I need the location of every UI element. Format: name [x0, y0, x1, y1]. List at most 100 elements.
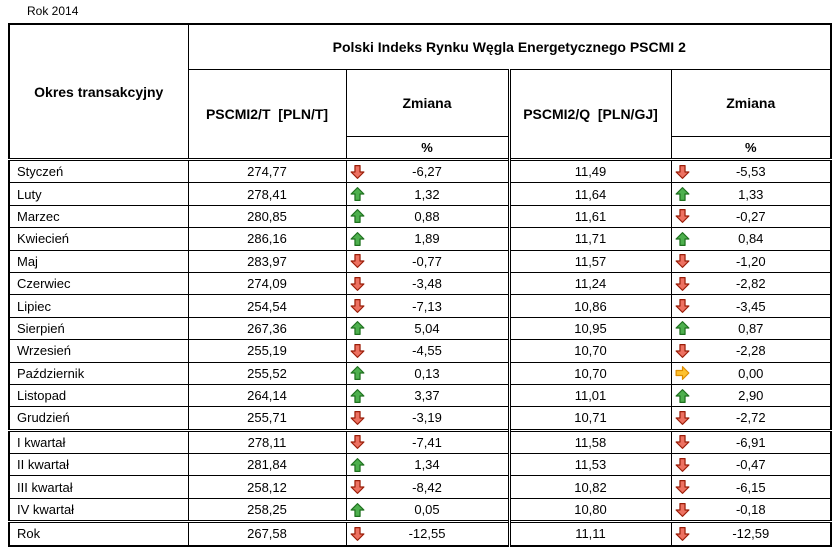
up-arrow-icon [350, 187, 365, 202]
pscmi-index-table: Okres transakcyjny Polski Indeks Rynku W… [8, 23, 833, 547]
table-row: Maj 283,97 -0,77 11,57 -1,20 [8, 249, 832, 273]
period-cell: Wrzesień [8, 339, 189, 363]
period-cell: Styczeń [8, 157, 189, 184]
pscmi2q-change-cell: -6,91 [670, 428, 832, 455]
down-arrow-icon [350, 435, 365, 450]
pscmi2q-value-cell: 11,64 [507, 182, 672, 206]
table-row: Październik 255,52 0,13 10,70 0,00 [8, 361, 832, 385]
pscmi2t-change-cell: 3,37 [345, 383, 510, 408]
pscmi2t-value-cell: 254,54 [187, 294, 347, 318]
pscmi2t-change-cell: -6,27 [345, 157, 510, 184]
pscmi2t-value-cell: 286,16 [187, 227, 347, 251]
pscmi2t-value-cell: 264,14 [187, 383, 347, 408]
period-cell: Październik [8, 361, 189, 385]
pscmi2q-value-cell: 10,71 [507, 406, 672, 431]
pscmi2t-value-cell: 258,12 [187, 475, 347, 499]
change-value: 1,32 [414, 186, 440, 202]
down-arrow-icon [675, 164, 690, 179]
up-arrow-icon [350, 457, 365, 472]
change-value: -0,18 [735, 502, 766, 518]
pscmi2q-change-cell: 0,84 [670, 227, 832, 251]
down-arrow-icon [350, 410, 365, 425]
pscmi2q-change-cell: -2,72 [670, 406, 832, 431]
change-value: -3,48 [412, 276, 442, 292]
period-cell: II kwartał [8, 453, 189, 477]
pscmi2q-change-cell: -0,47 [670, 453, 832, 477]
period-cell: Kwiecień [8, 227, 189, 251]
column-subheader-percent-q: % [670, 136, 832, 160]
period-cell: Luty [8, 182, 189, 206]
pscmi2q-value-cell: 11,24 [507, 271, 672, 296]
pscmi2q-value-cell: 11,53 [507, 453, 672, 477]
up-arrow-icon [675, 321, 690, 336]
right-arrow-icon [675, 366, 690, 381]
pscmi2q-change-cell: -2,82 [670, 271, 832, 296]
change-value: 1,89 [414, 231, 440, 247]
pscmi2t-change-cell: 1,34 [345, 453, 510, 477]
pscmi2t-value-cell: 278,41 [187, 182, 347, 206]
pscmi2t-change-cell: -3,48 [345, 271, 510, 296]
pscmi2t-value-cell: 283,97 [187, 249, 347, 273]
pscmi2t-value-cell: 274,77 [187, 157, 347, 184]
pscmi2q-value-cell: 10,70 [507, 361, 672, 385]
period-cell: IV kwartał [8, 497, 189, 523]
pscmi2q-change-cell: 1,33 [670, 182, 832, 206]
pscmi2t-value-cell: 255,52 [187, 361, 347, 385]
table-row: Listopad 264,14 3,37 11,01 2,90 [8, 383, 832, 408]
table-group-header: Polski Indeks Rynku Węgla Energetycznego… [187, 23, 832, 70]
change-value: -3,19 [412, 410, 442, 426]
pscmi2t-value-cell: 267,36 [187, 316, 347, 341]
change-value: -7,41 [412, 434, 442, 450]
change-value: -6,27 [412, 164, 442, 180]
page-title: Rok 2014 [27, 4, 79, 18]
down-arrow-icon [675, 343, 690, 358]
change-value: -6,91 [735, 434, 766, 450]
down-arrow-icon [675, 209, 690, 224]
table-row: Luty 278,41 1,32 11,64 1,33 [8, 182, 832, 206]
down-arrow-icon [675, 254, 690, 269]
period-cell: Marzec [8, 204, 189, 229]
change-value: -2,28 [735, 343, 766, 359]
change-value: 3,37 [414, 388, 440, 404]
change-value: 0,84 [738, 231, 764, 247]
down-arrow-icon [350, 254, 365, 269]
table-body: Styczeń 274,77 -6,27 11,49 -5,53 Luty 278,41 1,… [8, 157, 832, 547]
change-value: 0,87 [738, 320, 764, 336]
pscmi2t-change-cell: -12,55 [345, 520, 510, 547]
table-row: Czerwiec 274,09 -3,48 11,24 -2,82 [8, 271, 832, 296]
pscmi2t-change-cell: -7,41 [345, 428, 510, 455]
down-arrow-icon [350, 276, 365, 291]
change-value: -4,55 [412, 343, 442, 359]
period-cell: I kwartał [8, 428, 189, 455]
pscmi2t-value-cell: 255,71 [187, 406, 347, 431]
pscmi2t-change-cell: -3,19 [345, 406, 510, 431]
pscmi2t-change-cell: -0,77 [345, 249, 510, 273]
change-value: -0,27 [735, 208, 766, 224]
pscmi2q-value-cell: 11,01 [507, 383, 672, 408]
pscmi2t-change-cell: 0,88 [345, 204, 510, 229]
change-value: -3,45 [735, 298, 766, 314]
pscmi2t-value-cell: 278,11 [187, 428, 347, 455]
down-arrow-icon [675, 435, 690, 450]
column-header-change-t: Zmiana [345, 69, 510, 137]
pscmi2q-value-cell: 10,80 [507, 497, 672, 523]
pscmi2t-value-cell: 255,19 [187, 339, 347, 363]
period-cell: Listopad [8, 383, 189, 408]
change-value: -1,20 [735, 253, 766, 269]
up-arrow-icon [675, 388, 690, 403]
pscmi2q-change-cell: -5,53 [670, 157, 832, 184]
pscmi2q-value-cell: 11,61 [507, 204, 672, 229]
down-arrow-icon [350, 164, 365, 179]
down-arrow-icon [675, 502, 690, 517]
column-header-change-q: Zmiana [670, 69, 832, 137]
pscmi2q-value-cell: 10,86 [507, 294, 672, 318]
change-value: -6,15 [735, 479, 766, 495]
table-header: Okres transakcyjny Polski Indeks Rynku W… [8, 23, 832, 160]
change-value: -8,42 [412, 479, 442, 495]
pscmi2t-change-cell: -7,13 [345, 294, 510, 318]
change-value: -0,47 [735, 457, 766, 473]
period-cell: Rok [8, 520, 189, 547]
pscmi2q-change-cell: -0,27 [670, 204, 832, 229]
up-arrow-icon [350, 366, 365, 381]
